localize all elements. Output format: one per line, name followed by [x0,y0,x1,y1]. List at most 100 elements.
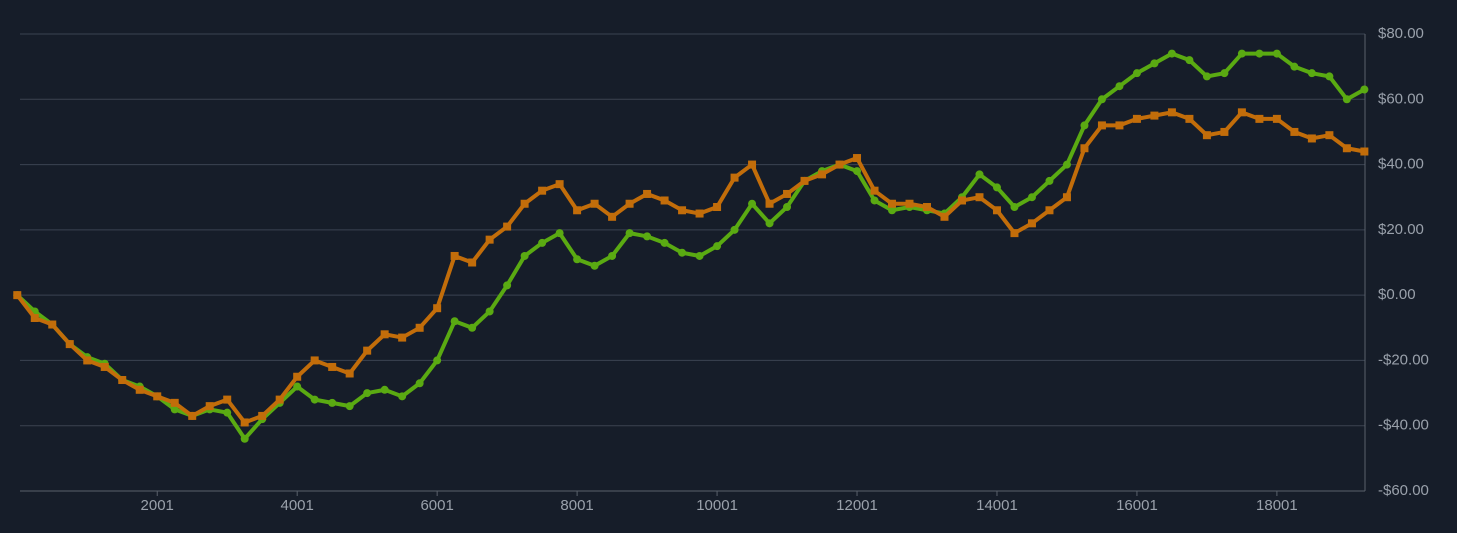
point [65,340,74,349]
point [205,402,214,411]
point [240,418,249,427]
point [643,189,652,198]
point [1062,193,1071,202]
y-tick-label: -$40.00 [1378,417,1429,434]
point [1342,144,1351,153]
point [13,291,22,300]
point [1045,206,1054,215]
point [765,219,774,228]
x-tick-label: 16001 [1116,497,1158,514]
point [1045,176,1054,185]
point [1185,56,1194,65]
point [678,248,687,257]
point [433,304,442,313]
point [783,203,792,212]
point [1307,69,1316,78]
point [940,212,949,221]
series-line [15,109,1365,425]
point [1027,193,1036,202]
point [328,398,337,407]
point [538,238,547,247]
point [1325,72,1334,81]
point [713,203,722,212]
point [923,203,932,212]
y-tick-label: -$20.00 [1378,351,1429,368]
point [328,362,337,371]
point [1272,49,1281,58]
point [223,408,232,417]
point [1115,82,1124,91]
point [450,317,459,326]
point [188,411,197,420]
point [240,434,249,443]
point [1360,147,1369,156]
point [293,372,302,381]
series-line [15,51,1366,443]
point [1097,121,1106,130]
point [363,389,372,398]
point [765,199,774,208]
point [345,369,354,378]
point [83,356,92,365]
point [170,398,179,407]
y-tick-label: $0.00 [1378,286,1416,303]
point [888,199,897,208]
point [1272,114,1281,123]
point [520,251,529,260]
point [468,258,477,267]
point [730,173,739,182]
point [100,362,109,371]
point [625,229,634,238]
point [608,212,617,221]
point [870,186,879,195]
point [468,323,477,332]
point [713,242,722,251]
point [748,160,757,169]
x-tick-label: 6001 [420,497,453,514]
point [1220,69,1229,78]
point [170,405,179,414]
point [48,320,57,329]
point [1255,49,1264,58]
point [363,346,372,355]
point [30,313,39,322]
y-tick-label: $60.00 [1378,90,1424,107]
point [608,251,617,260]
point [835,160,844,169]
point [695,251,704,260]
point [818,170,827,179]
point [1010,229,1019,238]
point [555,180,564,189]
point [485,235,494,244]
point [485,307,494,316]
point [503,281,512,290]
point [1290,62,1299,71]
point [1097,95,1106,104]
point [1167,49,1176,58]
point [800,176,809,185]
point [1150,111,1159,120]
point [975,193,984,202]
x-tick-label: 14001 [976,497,1018,514]
point [888,206,897,215]
point [503,222,512,231]
point [573,206,582,215]
point [1325,131,1334,140]
point [853,167,862,176]
point [905,199,914,208]
point [1027,219,1036,228]
point [992,206,1001,215]
point [520,199,529,208]
point [433,356,442,365]
point [1342,95,1351,104]
point [783,189,792,198]
point [1185,114,1194,123]
point [870,196,879,205]
y-tick-label: $20.00 [1378,221,1424,238]
point [555,229,564,238]
point [730,225,739,234]
point [660,238,669,247]
point [695,209,704,218]
point [573,255,582,264]
